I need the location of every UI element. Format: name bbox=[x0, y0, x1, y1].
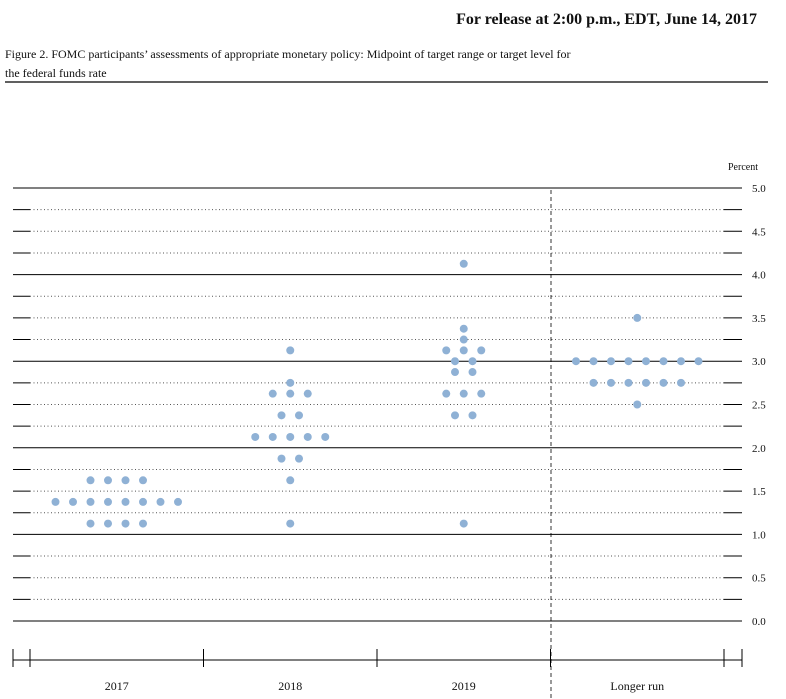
dot bbox=[607, 378, 615, 387]
dot bbox=[86, 476, 95, 485]
dot bbox=[251, 432, 260, 441]
dot bbox=[51, 497, 60, 506]
dot bbox=[277, 454, 286, 463]
y-axis-label: Percent bbox=[728, 162, 758, 173]
dot bbox=[459, 259, 468, 268]
dot bbox=[459, 346, 468, 355]
y-tick-label: 3.5 bbox=[752, 313, 766, 325]
dot bbox=[174, 497, 182, 506]
dot bbox=[139, 519, 147, 528]
dot bbox=[303, 432, 312, 441]
dot bbox=[589, 378, 598, 387]
dot bbox=[659, 378, 668, 387]
dot bbox=[121, 519, 130, 528]
dot bbox=[659, 357, 668, 366]
dot bbox=[286, 346, 295, 355]
dot bbox=[642, 357, 650, 366]
y-tick-label: 4.0 bbox=[752, 270, 766, 282]
dot bbox=[633, 400, 642, 409]
dot bbox=[459, 335, 468, 344]
dot bbox=[268, 432, 277, 441]
dot bbox=[139, 497, 147, 506]
dot bbox=[303, 389, 312, 398]
dot bbox=[295, 411, 303, 420]
dot bbox=[477, 346, 486, 355]
y-tick-label: 2.0 bbox=[752, 443, 766, 455]
dot bbox=[459, 519, 468, 528]
dot bbox=[633, 313, 642, 322]
dot bbox=[468, 357, 477, 366]
y-tick-label: 0.5 bbox=[752, 573, 766, 585]
dot bbox=[694, 357, 703, 366]
dot bbox=[572, 357, 580, 366]
dot bbox=[677, 357, 685, 366]
dot bbox=[468, 368, 477, 377]
dot bbox=[86, 519, 95, 528]
x-tick-label: Longer run bbox=[610, 679, 664, 693]
y-tick-label: 2.5 bbox=[752, 400, 766, 412]
dot bbox=[624, 357, 633, 366]
dot bbox=[624, 378, 633, 387]
dot bbox=[69, 497, 77, 506]
dot bbox=[286, 432, 295, 441]
x-tick-label: 2018 bbox=[278, 679, 302, 693]
dot bbox=[286, 378, 295, 387]
dot bbox=[477, 389, 486, 398]
dot bbox=[459, 324, 468, 333]
y-tick-label: 3.0 bbox=[752, 356, 766, 368]
dot bbox=[104, 497, 112, 506]
y-tick-label: 1.0 bbox=[752, 529, 766, 541]
y-tick-label: 4.5 bbox=[752, 226, 766, 238]
y-tick-label: 5.0 bbox=[752, 183, 766, 195]
dot bbox=[321, 432, 330, 441]
y-tick-label: 0.0 bbox=[752, 616, 766, 628]
x-tick-label: 2019 bbox=[452, 679, 476, 693]
dot bbox=[451, 411, 459, 420]
dot bbox=[451, 368, 459, 377]
dot bbox=[451, 357, 459, 366]
y-tick-label: 1.5 bbox=[752, 486, 766, 498]
x-tick-label: 2017 bbox=[105, 679, 129, 693]
dot bbox=[277, 411, 286, 420]
dot bbox=[295, 454, 303, 463]
release-header: For release at 2:00 p.m., EDT, June 14, … bbox=[456, 11, 757, 28]
dot bbox=[442, 346, 451, 355]
dot bbox=[589, 357, 598, 366]
dot bbox=[607, 357, 615, 366]
dot bbox=[286, 476, 295, 485]
chart-title-line2: the federal funds rate bbox=[5, 66, 107, 80]
dot bbox=[121, 497, 130, 506]
dot bbox=[286, 519, 295, 528]
dot bbox=[468, 411, 477, 420]
dot bbox=[104, 519, 112, 528]
dot bbox=[104, 476, 112, 485]
dot bbox=[642, 378, 650, 387]
chart-title: Figure 2. FOMC participants’ assessments… bbox=[5, 47, 571, 61]
dot bbox=[156, 497, 165, 506]
dot bbox=[286, 389, 295, 398]
dot bbox=[121, 476, 130, 485]
dot bbox=[268, 389, 277, 398]
dot bbox=[677, 378, 685, 387]
dot bbox=[442, 389, 451, 398]
dot bbox=[459, 389, 468, 398]
dot bbox=[139, 476, 147, 485]
dot bbox=[86, 497, 95, 506]
